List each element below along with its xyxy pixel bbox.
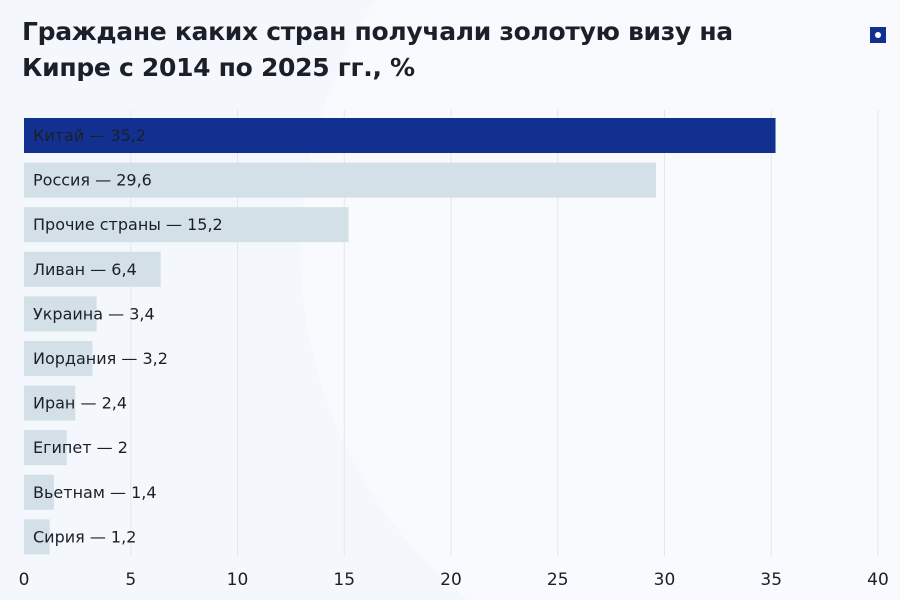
bar-label: Украина — 3,4 xyxy=(33,304,155,323)
x-tick-label: 15 xyxy=(333,570,355,590)
x-tick-label: 20 xyxy=(440,570,462,590)
x-tick-label: 0 xyxy=(19,570,30,590)
x-tick-label: 10 xyxy=(227,570,249,590)
bar xyxy=(24,430,67,466)
bar xyxy=(24,296,97,332)
bar-label: Иордания — 3,2 xyxy=(33,349,168,368)
bar xyxy=(24,341,93,376)
bar-label: Иран — 2,4 xyxy=(33,394,127,413)
chart-title: Граждане каких стран получали золотую ви… xyxy=(22,17,733,82)
bar xyxy=(24,207,349,243)
bar-label: Китай — 35,2 xyxy=(33,126,146,145)
bar xyxy=(24,162,656,198)
bar xyxy=(24,251,161,287)
bar-label: Ливан — 6,4 xyxy=(33,260,137,279)
x-tick-label: 30 xyxy=(654,570,676,590)
square-dot-logo-icon xyxy=(870,27,886,43)
bar-label: Прочие страны — 15,2 xyxy=(33,215,223,234)
bar xyxy=(24,385,76,421)
bar xyxy=(24,118,776,153)
bar-label: Вьетнам — 1,4 xyxy=(33,483,157,502)
x-tick-label: 40 xyxy=(867,570,889,590)
x-tick-label: 35 xyxy=(760,570,782,590)
bar-label: Египет — 2 xyxy=(33,438,128,457)
bar xyxy=(24,519,50,555)
bar-label: Сирия — 1,2 xyxy=(33,527,136,546)
bar xyxy=(24,474,54,510)
x-tick-label: 5 xyxy=(125,570,136,590)
x-tick-label: 25 xyxy=(547,570,569,590)
bar-label: Россия — 29,6 xyxy=(33,171,152,190)
